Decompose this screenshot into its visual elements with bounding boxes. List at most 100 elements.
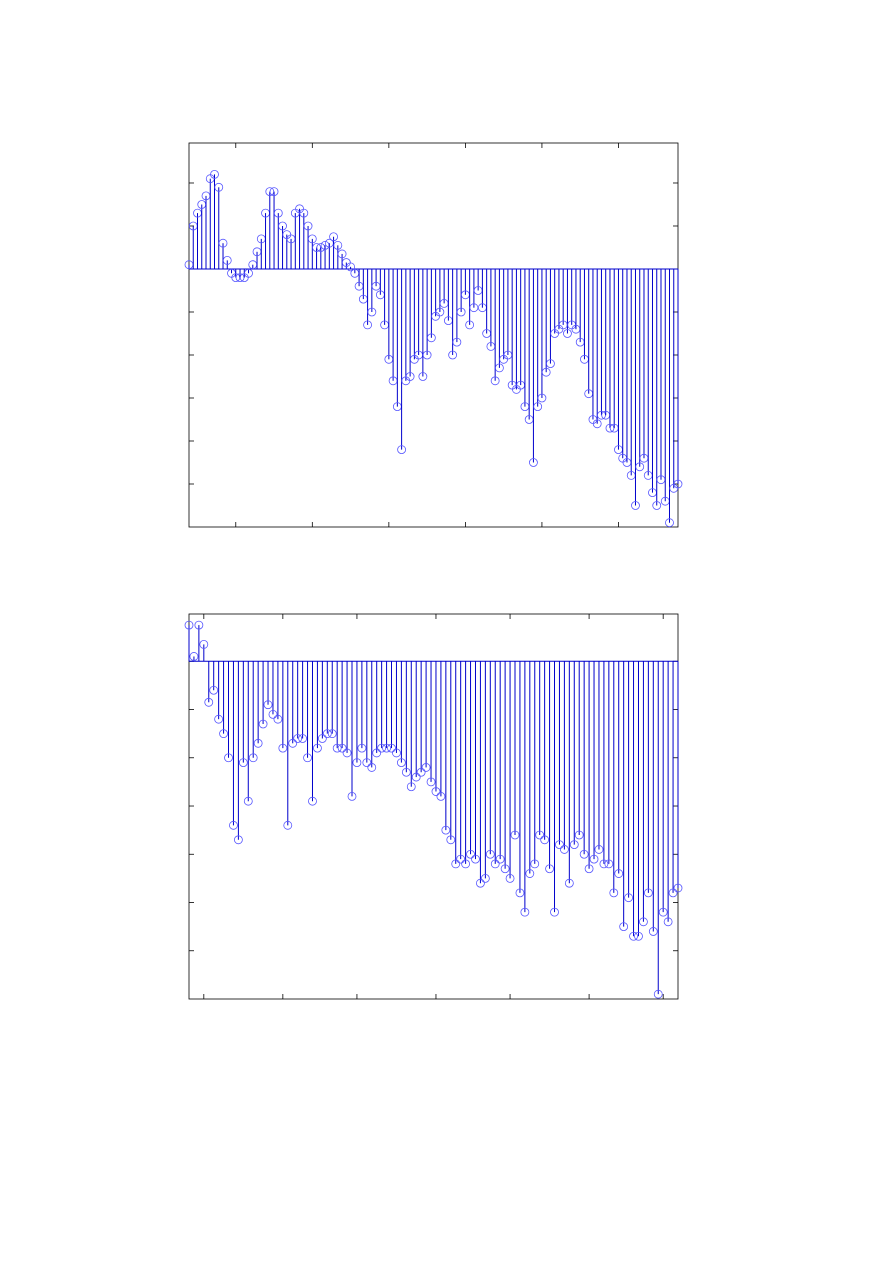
stem-marker bbox=[363, 320, 372, 330]
stem-marker bbox=[298, 734, 308, 743]
stem-marker bbox=[485, 849, 495, 859]
stem-marker bbox=[505, 873, 515, 883]
stem-marker bbox=[545, 864, 554, 874]
stem-marker bbox=[396, 758, 406, 767]
stem-marker bbox=[530, 859, 540, 869]
stem-marker bbox=[283, 820, 293, 830]
stem-marker bbox=[333, 240, 343, 250]
stem-marker bbox=[452, 337, 462, 347]
stem-marker bbox=[614, 869, 624, 878]
stem-marker bbox=[673, 479, 683, 489]
stem-marker bbox=[199, 639, 209, 649]
stem-marker bbox=[269, 187, 279, 196]
stem-marker bbox=[648, 927, 658, 936]
stem-marker bbox=[317, 734, 327, 743]
stem-marker bbox=[416, 767, 426, 777]
stem-marker bbox=[652, 501, 662, 510]
stem-marker bbox=[194, 620, 204, 630]
stem-marker bbox=[273, 714, 283, 724]
stem-marker bbox=[219, 729, 228, 739]
stem-marker bbox=[214, 182, 224, 192]
stem-marker bbox=[490, 376, 500, 386]
stem-marker bbox=[418, 372, 428, 381]
stem-marker bbox=[224, 753, 233, 763]
stem-marker bbox=[461, 859, 471, 869]
stem-marker bbox=[392, 748, 401, 758]
stem-marker bbox=[541, 367, 551, 377]
stem-marker bbox=[673, 883, 683, 893]
stem-marker bbox=[337, 249, 347, 259]
stem-marker bbox=[299, 208, 309, 218]
stem-marker bbox=[387, 743, 396, 753]
stem-marker bbox=[244, 268, 253, 278]
stem-marker bbox=[313, 743, 322, 753]
stem-marker bbox=[634, 931, 643, 941]
stem-marker bbox=[529, 458, 538, 467]
stem-marker bbox=[253, 738, 263, 748]
stem-marker bbox=[579, 849, 589, 859]
stem-marker bbox=[446, 835, 456, 845]
stem-marker bbox=[347, 791, 357, 801]
stem-marker bbox=[411, 772, 421, 782]
stem-marker bbox=[629, 931, 638, 941]
stem-marker bbox=[448, 350, 458, 360]
plot-frame bbox=[188, 613, 679, 1000]
stem-marker bbox=[574, 830, 584, 840]
stem-marker bbox=[342, 748, 352, 758]
stem-marker bbox=[322, 729, 332, 739]
stem-marker bbox=[476, 878, 485, 888]
stem-marker bbox=[258, 719, 268, 729]
stem-marker bbox=[451, 859, 461, 869]
stem-marker bbox=[510, 830, 520, 840]
stem-marker bbox=[663, 917, 673, 927]
stem-marker bbox=[456, 854, 466, 864]
plot-frame bbox=[188, 142, 679, 528]
stem-marker bbox=[214, 714, 224, 724]
stem-marker bbox=[631, 501, 640, 510]
stem-marker bbox=[584, 864, 594, 874]
stem-marker bbox=[303, 221, 313, 231]
stem-marker bbox=[367, 307, 377, 317]
stem-marker bbox=[332, 743, 342, 753]
stem-marker bbox=[456, 307, 466, 317]
stem-marker bbox=[210, 169, 219, 179]
stem-marker bbox=[263, 700, 273, 710]
stem-marker bbox=[397, 445, 407, 454]
stem-marker bbox=[599, 859, 609, 869]
stem-marker bbox=[426, 333, 436, 343]
stem-marker bbox=[377, 743, 387, 753]
stem-marker bbox=[307, 234, 317, 244]
stem-marker bbox=[352, 758, 362, 767]
stem-marker bbox=[635, 462, 645, 472]
stem-marker bbox=[405, 372, 415, 381]
stem-marker bbox=[589, 854, 599, 864]
stem-marker bbox=[278, 221, 287, 231]
stem-marker bbox=[222, 255, 232, 265]
stem-marker bbox=[550, 907, 559, 917]
stem-marker bbox=[278, 743, 288, 753]
stem-marker bbox=[559, 845, 569, 854]
stem-marker bbox=[533, 402, 543, 411]
stem-marker bbox=[406, 782, 416, 792]
stem-marker bbox=[337, 743, 347, 753]
stem-marker bbox=[495, 363, 504, 373]
stem-marker bbox=[643, 888, 653, 898]
stem-marker bbox=[204, 697, 214, 707]
stem-marker bbox=[619, 922, 629, 932]
stem-marker bbox=[426, 777, 436, 787]
stem-marker bbox=[569, 840, 579, 850]
stem-marker bbox=[564, 878, 574, 888]
stem-marker bbox=[303, 753, 312, 763]
stem-marker bbox=[490, 859, 500, 869]
stem-marker bbox=[435, 307, 445, 317]
stem-marker bbox=[515, 888, 525, 898]
stem-marker bbox=[189, 652, 199, 661]
stem-marker bbox=[421, 763, 431, 772]
stem-marker bbox=[639, 917, 648, 927]
stem-marker bbox=[546, 359, 555, 368]
stem-marker bbox=[624, 893, 634, 903]
stem-marker bbox=[609, 888, 619, 898]
stem-marker bbox=[535, 830, 545, 840]
stem-marker bbox=[209, 685, 219, 695]
